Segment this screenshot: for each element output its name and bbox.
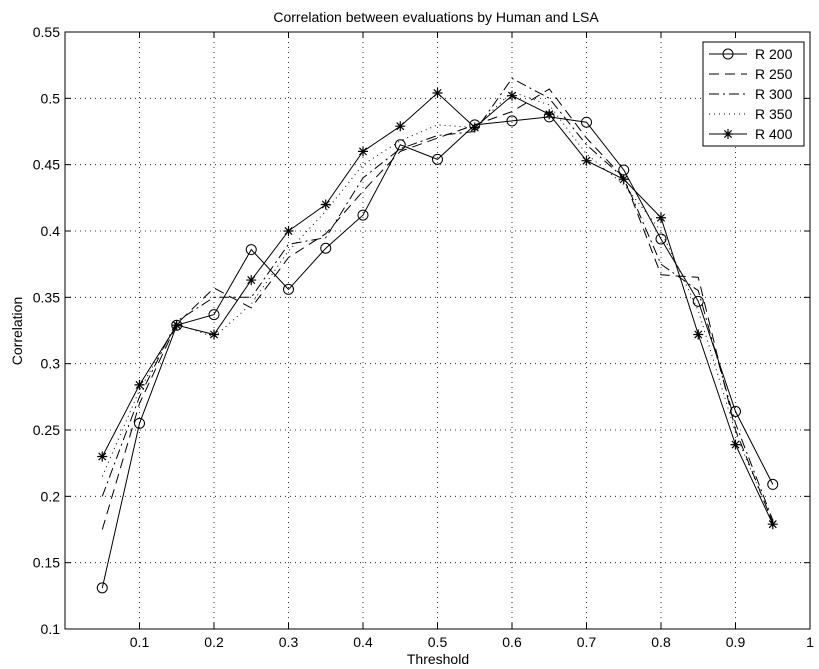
y-tick-label: 0.25 (33, 422, 60, 438)
legend-label: R 350 (755, 106, 793, 122)
y-tick-label: 0.4 (41, 223, 61, 239)
series-line (101, 116, 774, 589)
data-point (358, 146, 368, 157)
data-point (97, 451, 108, 462)
data-point (618, 174, 629, 185)
y-tick-label: 0.3 (41, 356, 61, 372)
data-point (395, 121, 406, 132)
legend-label: R 200 (755, 46, 793, 62)
data-point (581, 155, 592, 166)
y-tick-label: 0.15 (33, 555, 60, 571)
y-tick-label: 0.1 (41, 621, 61, 637)
x-tick-label: 0.5 (428, 634, 448, 650)
data-point (320, 242, 332, 254)
plot-area (65, 32, 810, 629)
series-group (96, 77, 779, 594)
data-point (357, 209, 369, 221)
y-tick-label: 0.2 (41, 488, 61, 504)
data-point (693, 329, 704, 340)
data-point (96, 582, 108, 594)
series-r-350 (101, 91, 774, 524)
y-tick-label: 0.5 (41, 90, 61, 106)
y-axis-label: Correlation (9, 297, 25, 365)
series-r-400 (97, 88, 778, 530)
data-point (283, 283, 294, 295)
series-r-250 (101, 88, 774, 530)
data-point (581, 116, 592, 128)
data-point (722, 48, 734, 60)
data-point (283, 226, 294, 236)
legend-item: R 200 (709, 46, 793, 62)
data-point (544, 109, 555, 120)
chart-title: Correlation between evaluations by Human… (273, 9, 599, 25)
x-tick-label: 0.8 (651, 634, 671, 650)
data-point (134, 417, 145, 429)
data-point (656, 212, 666, 223)
legend-label: R 300 (755, 86, 793, 102)
x-tick-label: 0.9 (726, 634, 746, 650)
legend-item: R 350 (709, 106, 793, 122)
legend-label: R 400 (755, 126, 793, 142)
y-tick-label: 0.55 (33, 24, 60, 40)
data-point (171, 320, 182, 331)
data-point (767, 478, 779, 490)
data-point (506, 115, 518, 127)
legend-item: R 300 (709, 86, 793, 102)
legend-box (702, 41, 805, 147)
axis-ticks: 0.1 0.2 0.3 0.4 0.5 0.6 0.7 0.8 0.9 1 0.1 0.15 0.2 0.… (33, 24, 814, 650)
x-tick-label: 0.3 (279, 634, 299, 650)
series-r-300 (101, 77, 774, 521)
data-point (767, 519, 778, 530)
x-tick-label: 0.4 (353, 634, 373, 650)
legend: R 200 R 250 R 300 R 350 R 400 (702, 41, 805, 147)
data-point (394, 139, 406, 151)
data-point (209, 329, 219, 340)
data-point (432, 153, 443, 165)
data-point (320, 199, 331, 210)
x-tick-label: 0.1 (130, 634, 150, 650)
x-tick-label: 1 (806, 634, 814, 650)
data-point (655, 233, 667, 245)
series-line (101, 88, 774, 530)
y-tick-label: 0.45 (33, 157, 60, 173)
y-tick-label: 0.35 (33, 289, 60, 305)
x-axis-label: Threshold (407, 651, 469, 667)
data-point (507, 90, 517, 101)
data-point (134, 379, 145, 390)
data-point (469, 122, 480, 133)
data-point (208, 309, 220, 321)
data-point (692, 295, 704, 307)
x-tick-label: 0.6 (502, 634, 522, 650)
data-point (723, 129, 733, 139)
data-point (245, 244, 257, 256)
x-tick-label: 0.7 (577, 634, 597, 650)
legend-item: R 400 (709, 126, 793, 142)
legend-label: R 250 (755, 66, 793, 82)
data-point (730, 439, 741, 450)
data-point (246, 275, 257, 286)
x-tick-label: 0.2 (204, 634, 224, 650)
legend-item: R 250 (709, 66, 793, 82)
series-line (101, 91, 774, 524)
series-line (101, 77, 774, 521)
data-point (432, 88, 443, 99)
